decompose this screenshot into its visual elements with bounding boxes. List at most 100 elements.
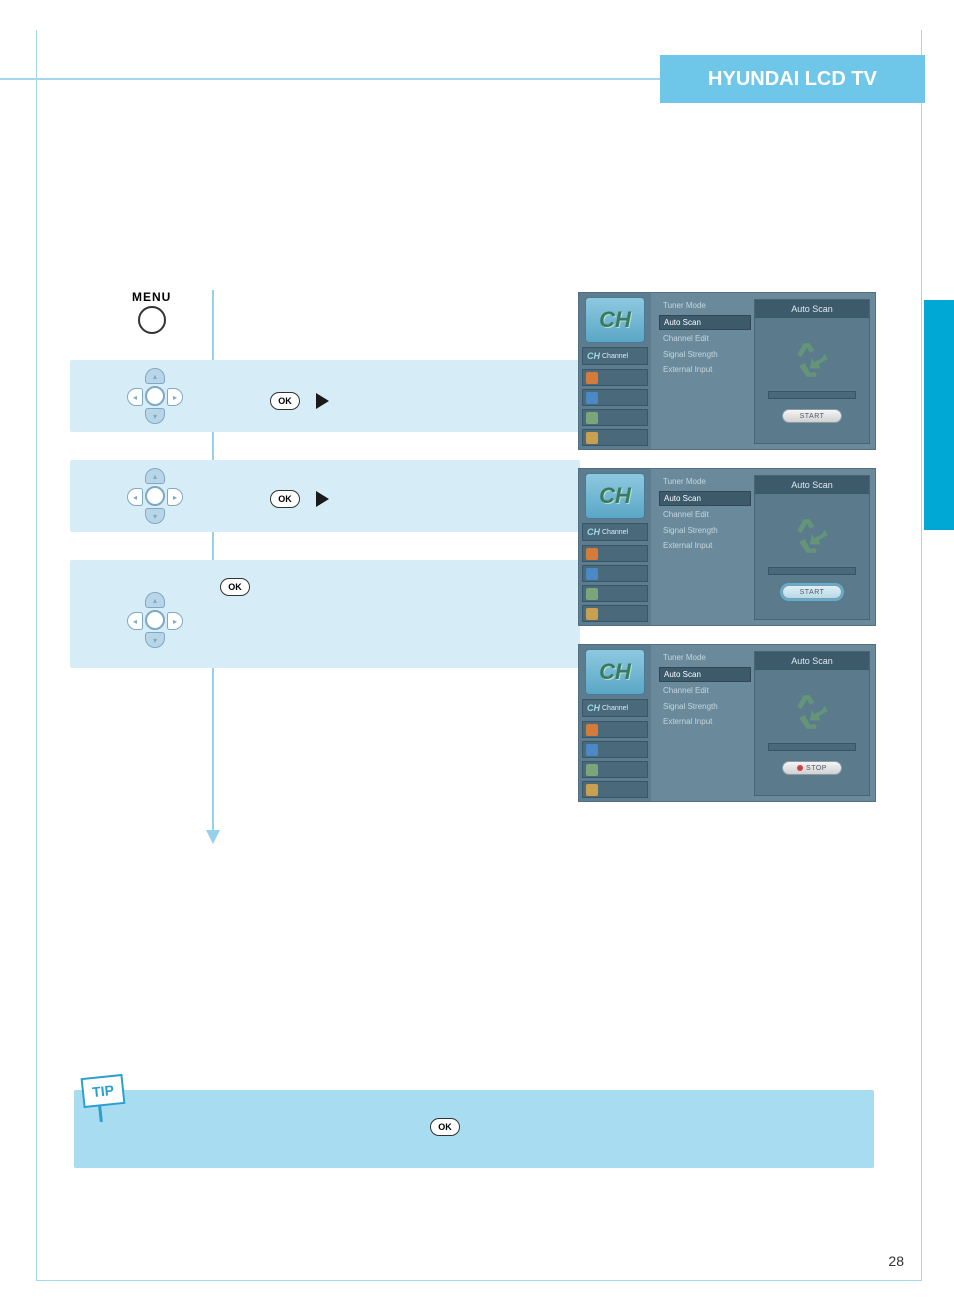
start-button-selected: START	[782, 585, 842, 599]
osd-right-title: Auto Scan	[755, 652, 869, 670]
osd-side-icons	[582, 369, 648, 446]
dpad-center-icon	[145, 386, 165, 406]
osd-menu-item-highlighted: Auto Scan	[659, 667, 751, 683]
header-title: HYUNDAI LCD TV	[660, 55, 925, 103]
osd-channel-row: CHChannel	[582, 523, 648, 541]
dpad-up-icon: ▴	[145, 592, 165, 608]
osd-side-icon	[582, 429, 648, 446]
osd-menu-item: External Input	[659, 539, 751, 553]
recycle-icon	[791, 691, 833, 733]
play-icon	[316, 491, 329, 507]
flow-arrow-head-icon	[206, 830, 220, 844]
osd-menu-list: Tuner Mode Auto Scan Channel Edit Signal…	[659, 299, 751, 377]
stop-dot-icon	[797, 765, 803, 771]
osd-screen-2: CH CHChannel Tuner Mode Auto Scan Channe…	[578, 468, 876, 626]
dpad-center-icon	[145, 610, 165, 630]
start-button: START	[782, 409, 842, 423]
dpad-right-icon: ▸	[167, 612, 183, 630]
osd-sidebar: CH CHChannel	[579, 469, 651, 625]
osd-side-icons	[582, 721, 648, 798]
osd-right-title: Auto Scan	[755, 300, 869, 318]
step1-ok-play: OK	[270, 392, 329, 410]
osd-side-icon	[582, 741, 648, 758]
osd-menu-item: External Input	[659, 363, 751, 377]
manual-page: HYUNDAI LCD TV MENU ▴ ▾ ◂ ▸ OK ▴ ▾ ◂ ▸	[0, 0, 954, 1311]
osd-channel-row: CHChannel	[582, 347, 648, 365]
tip-badge-stick-icon	[98, 1106, 103, 1122]
osd-screenshots: CH CHChannel Tuner Mode Auto Scan Channe…	[578, 292, 876, 820]
osd-side-icon	[582, 585, 648, 602]
dpad-icon: ▴ ▾ ◂ ▸	[125, 466, 185, 526]
ok-button-icon: OK	[270, 490, 300, 508]
osd-channel-row: CHChannel	[582, 699, 648, 717]
page-number: 28	[888, 1253, 904, 1269]
menu-button-icon	[138, 306, 166, 334]
osd-side-icon	[582, 721, 648, 738]
osd-right-panel: Auto Scan START	[754, 299, 870, 444]
osd-side-icon	[582, 565, 648, 582]
osd-right-body: START	[755, 494, 869, 620]
header-rule	[0, 78, 660, 80]
osd-menu-item: Signal Strength	[659, 524, 751, 538]
dpad-up-icon: ▴	[145, 368, 165, 384]
ok-button-icon: OK	[220, 578, 250, 596]
osd-side-icon	[582, 605, 648, 622]
progress-bar	[768, 743, 856, 751]
dpad-icon: ▴ ▾ ◂ ▸	[125, 366, 185, 426]
tip-box: TIP OK	[74, 1090, 874, 1168]
recycle-icon	[791, 515, 833, 557]
stop-button: STOP	[782, 761, 842, 775]
dpad-right-icon: ▸	[167, 388, 183, 406]
osd-side-icons	[582, 545, 648, 622]
osd-right-panel: Auto Scan START	[754, 475, 870, 620]
osd-logo: CH	[585, 473, 645, 519]
dpad-left-icon: ◂	[127, 488, 143, 506]
osd-sidebar: CH CHChannel	[579, 645, 651, 801]
dpad-down-icon: ▾	[145, 632, 165, 648]
osd-sidebar: CH CHChannel	[579, 293, 651, 449]
osd-side-icon	[582, 369, 648, 386]
dpad-center-icon	[145, 486, 165, 506]
osd-menu-item-highlighted: Auto Scan	[659, 491, 751, 507]
remote-menu-button: MENU	[132, 290, 171, 334]
ok-button-icon: OK	[270, 392, 300, 410]
osd-screen-1: CH CHChannel Tuner Mode Auto Scan Channe…	[578, 292, 876, 450]
dpad-down-icon: ▾	[145, 408, 165, 424]
osd-menu-item: Channel Edit	[659, 508, 751, 522]
dpad-right-icon: ▸	[167, 488, 183, 506]
osd-screen-3: CH CHChannel Tuner Mode Auto Scan Channe…	[578, 644, 876, 802]
section-side-tab	[924, 300, 954, 530]
osd-menu-item-highlighted: Auto Scan	[659, 315, 751, 331]
osd-side-icon	[582, 389, 648, 406]
osd-menu-list: Tuner Mode Auto Scan Channel Edit Signal…	[659, 651, 751, 729]
dpad-left-icon: ◂	[127, 388, 143, 406]
dpad-down-icon: ▾	[145, 508, 165, 524]
dpad-up-icon: ▴	[145, 468, 165, 484]
osd-side-icon	[582, 409, 648, 426]
osd-menu-item: Tuner Mode	[659, 299, 751, 313]
osd-right-body: STOP	[755, 670, 869, 796]
osd-menu-item: Signal Strength	[659, 348, 751, 362]
osd-side-icon	[582, 761, 648, 778]
osd-right-panel: Auto Scan STOP	[754, 651, 870, 796]
play-icon	[316, 393, 329, 409]
osd-right-body: START	[755, 318, 869, 444]
menu-label: MENU	[132, 290, 171, 304]
step3-ok: OK	[220, 578, 250, 596]
osd-menu-item: External Input	[659, 715, 751, 729]
step2-ok-play: OK	[270, 490, 329, 508]
dpad-left-icon: ◂	[127, 612, 143, 630]
progress-bar	[768, 567, 856, 575]
osd-logo: CH	[585, 297, 645, 343]
osd-menu-item: Tuner Mode	[659, 651, 751, 665]
recycle-icon	[791, 339, 833, 381]
stop-label: STOP	[806, 765, 827, 772]
osd-menu-item: Channel Edit	[659, 332, 751, 346]
ok-button-icon: OK	[430, 1118, 460, 1136]
tip-badge: TIP	[81, 1074, 126, 1108]
osd-menu-item: Tuner Mode	[659, 475, 751, 489]
dpad-icon: ▴ ▾ ◂ ▸	[125, 590, 185, 650]
osd-logo: CH	[585, 649, 645, 695]
progress-bar	[768, 391, 856, 399]
osd-menu-item: Signal Strength	[659, 700, 751, 714]
